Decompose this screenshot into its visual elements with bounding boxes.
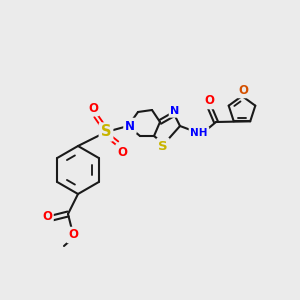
Text: O: O — [88, 101, 98, 115]
Text: N: N — [125, 119, 135, 133]
Text: O: O — [68, 229, 78, 242]
Text: S: S — [158, 140, 168, 152]
Text: S: S — [101, 124, 111, 140]
Text: N: N — [170, 106, 180, 116]
Text: O: O — [117, 146, 127, 158]
Text: O: O — [204, 94, 214, 107]
Text: O: O — [238, 83, 248, 97]
Text: O: O — [42, 211, 52, 224]
Text: NH: NH — [190, 128, 208, 138]
